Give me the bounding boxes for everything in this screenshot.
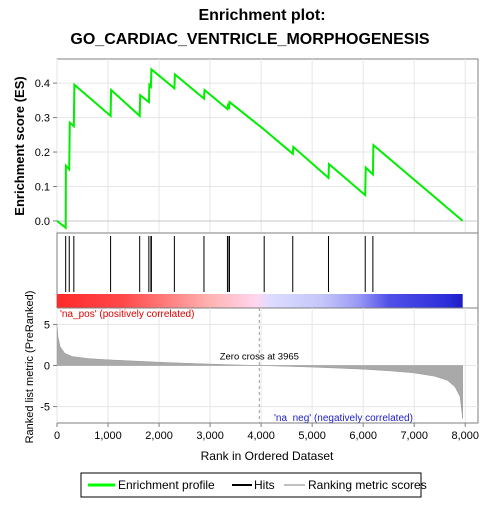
ranking-metric-area: [56, 324, 463, 419]
x-axis-label: Rank in Ordered Dataset: [201, 449, 334, 463]
x-tick-label: 6,000: [349, 430, 377, 442]
x-axis: 0 1,000 2,000 3,000 4,000 5,000 6,000 7,000 8,00…: [54, 422, 479, 442]
es-y-axis-label: Enrichment score (ES): [12, 76, 27, 215]
negative-correlation-label: 'na_neg' (negatively correlated): [274, 413, 413, 424]
x-tick-label: 2,000: [145, 430, 173, 442]
x-tick-label: 7,000: [400, 430, 428, 442]
chart-title-line1: Enrichment plot:: [198, 7, 325, 24]
zero-cross-label: Zero cross at 3965: [220, 352, 299, 363]
metric-y-axis-label: Ranked list metric (PreRanked): [24, 291, 36, 444]
positive-correlation-label: 'na_pos' (positively correlated): [60, 309, 194, 320]
x-tick-label: 5,000: [298, 430, 326, 442]
es-panel-frame: [56, 58, 479, 234]
es-y-tick-label: 0.1: [35, 181, 50, 193]
x-tick-label: 4,000: [247, 430, 275, 442]
legend-enrichment-label: Enrichment profile: [118, 478, 215, 492]
hits-markers: [65, 236, 374, 292]
es-y-axis: 0.0 0.1 0.2 0.3 0.4: [35, 78, 57, 228]
x-tick-label: 0: [54, 430, 60, 442]
legend-metric-label: Ranking metric scores: [308, 478, 427, 492]
enrichment-profile-line: [56, 67, 464, 230]
metric-y-tick-label: -5: [40, 402, 50, 414]
x-tick-label: 8,000: [451, 430, 479, 442]
metric-y-axis: -5 0 5: [40, 319, 57, 414]
legend-hits-label: Hits: [254, 478, 275, 492]
metric-y-tick-label: 5: [44, 319, 50, 331]
es-y-tick-label: 0.2: [35, 147, 50, 159]
es-gridlines: [56, 59, 478, 233]
es-y-tick-label: 0.4: [35, 78, 50, 90]
es-y-tick-label: 0.3: [35, 113, 50, 125]
es-y-tick-label: 0.0: [35, 216, 50, 228]
chart-title-line2: GO_CARDIAC_VENTRICLE_MORPHOGENESIS: [70, 31, 429, 48]
rank-color-bar: [57, 294, 463, 308]
x-tick-label: 3,000: [196, 430, 224, 442]
metric-y-tick-label: 0: [44, 361, 50, 373]
x-tick-label: 1,000: [94, 430, 122, 442]
